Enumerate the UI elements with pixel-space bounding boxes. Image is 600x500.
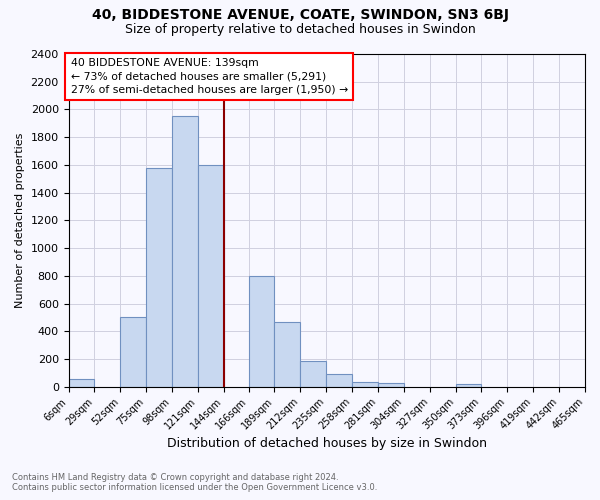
- Bar: [326, 374, 352, 387]
- Bar: [68, 379, 94, 387]
- Bar: [378, 382, 404, 387]
- Y-axis label: Number of detached properties: Number of detached properties: [15, 132, 25, 308]
- Bar: [198, 165, 224, 387]
- Text: 40, BIDDESTONE AVENUE, COATE, SWINDON, SN3 6BJ: 40, BIDDESTONE AVENUE, COATE, SWINDON, S…: [91, 8, 509, 22]
- Bar: [301, 361, 326, 387]
- Bar: [172, 116, 198, 387]
- Text: Contains HM Land Registry data © Crown copyright and database right 2024.
Contai: Contains HM Land Registry data © Crown c…: [12, 473, 377, 492]
- Text: 40 BIDDESTONE AVENUE: 139sqm
← 73% of detached houses are smaller (5,291)
27% of: 40 BIDDESTONE AVENUE: 139sqm ← 73% of de…: [71, 58, 348, 94]
- Bar: [274, 322, 301, 387]
- Bar: [248, 276, 274, 387]
- Bar: [455, 384, 481, 387]
- Bar: [120, 318, 146, 387]
- Bar: [352, 382, 378, 387]
- Text: Size of property relative to detached houses in Swindon: Size of property relative to detached ho…: [125, 22, 475, 36]
- Bar: [146, 168, 172, 387]
- X-axis label: Distribution of detached houses by size in Swindon: Distribution of detached houses by size …: [167, 437, 487, 450]
